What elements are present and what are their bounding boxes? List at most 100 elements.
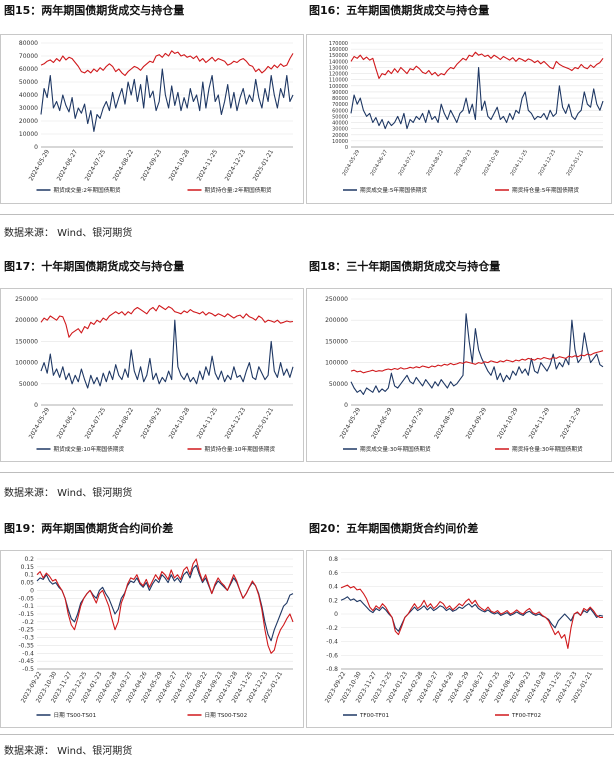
c15-ytick-label-6: 60000 (19, 66, 38, 73)
c15-xtick-label-4: 2024-09-23 (140, 148, 164, 182)
c19-ytick-label-9: -0.05 (18, 595, 34, 602)
chart19-panel: -0.5 -0.45 -0.4 -0.35 -0.3 -0.25 -0.2 -0.15 -0.1… (0, 550, 304, 728)
chart17-title: 图17：十年期国债期货成交与持仓量 (4, 260, 185, 273)
c17-xtick-label-6: 2024-11-25 (196, 406, 220, 440)
divider-3 (0, 734, 614, 735)
c16-legend-label-1: 期货持仓量:5年期国债期货 (512, 186, 579, 194)
c18-ytick-label-0: 0 (344, 402, 348, 409)
c16-ytick-label-11: 110000 (329, 78, 348, 84)
c15-ytick-label-0: 0 (34, 144, 38, 151)
c16-series-line-0 (350, 66, 604, 130)
c19-ytick-label-5: -0.25 (18, 627, 34, 634)
c19-ytick-label-11: 0.05 (21, 580, 35, 587)
c20-ytick-label-1: -0.6 (326, 652, 338, 659)
c18-xtick-label-6: 2024-11-29 (528, 406, 552, 440)
c19-ytick-label-3: -0.35 (18, 642, 34, 649)
chart16-panel: 0 10000 20000 30000 40000 50000 60000 70000 8000… (306, 34, 612, 204)
c20-series-line-0 (340, 596, 604, 632)
chart19-title: 图19：两年期国债期货合约间价差 (4, 522, 174, 535)
c17-xtick-label-3: 2024-08-22 (112, 406, 136, 440)
c19-ytick-label-13: 0.15 (21, 564, 35, 571)
c20-legend-label-1: TF00-TF02 (511, 713, 541, 719)
c16-ytick-label-2: 20000 (332, 133, 348, 139)
c16-legend-label-0: 期货成交量:5年期国债期货 (360, 186, 427, 194)
chart16-svg: 0100002000030000400005000060000700008000… (329, 41, 604, 194)
c20-ytick-label-4: 0 (334, 611, 338, 618)
c17-ytick-label-3: 150000 (15, 338, 38, 345)
c17-ytick-label-5: 250000 (15, 296, 38, 303)
c16-ytick-label-16: 160000 (329, 47, 348, 53)
c17-legend-label-1: 期货持仓量:10年期国债期货 (205, 445, 276, 453)
c20-ytick-label-8: 0.8 (328, 556, 338, 563)
c19-series-line-1 (36, 558, 294, 654)
c16-ytick-label-9: 90000 (332, 90, 348, 96)
c16-xtick-label-4: 2024-09-23 (453, 149, 473, 177)
c19-ytick-label-2: -0.4 (22, 650, 34, 657)
c19-ytick-label-6: -0.2 (22, 619, 34, 626)
chart15-svg: 0 10000 20000 30000 40000 50000 60000 70000 8000… (19, 40, 294, 194)
c19-series-line-0 (36, 564, 294, 642)
c15-legend-label-0: 期货成交量:2年期国债期货 (54, 186, 121, 194)
c17-xtick-label-1: 2024-06-27 (56, 406, 80, 440)
c18-xtick-label-5: 2024-10-29 (496, 406, 520, 440)
c18-xtick-label-1: 2024-06-29 (370, 406, 394, 440)
c19-ytick-label-7: -0.15 (18, 611, 34, 618)
c16-ytick-label-4: 40000 (332, 121, 348, 127)
c16-xtick-label-0: 2024-05-29 (341, 149, 361, 177)
c18-ytick-label-1: 50000 (329, 381, 348, 388)
c16-ytick-label-0: 0 (345, 145, 348, 151)
c19-ytick-label-10: 0 (30, 587, 34, 594)
chart17-svg: 0 50000 100000 150000 200000 250000 2024-05-29… (15, 296, 294, 453)
c15-xtick-label-1: 2024-06-27 (56, 148, 80, 182)
c19-ytick-label-1: -0.45 (18, 658, 34, 665)
c18-xtick-label-4: 2024-09-29 (465, 406, 489, 440)
c19-ytick-label-8: -0.1 (22, 603, 34, 610)
c16-ytick-label-10: 100000 (329, 84, 348, 90)
c17-series-line-1 (40, 304, 294, 338)
c17-series-line-0 (40, 319, 294, 389)
c15-ytick-label-7: 70000 (19, 53, 38, 60)
c17-ytick-label-2: 100000 (15, 360, 38, 367)
c15-xtick-label-6: 2024-11-25 (196, 148, 220, 182)
c16-xtick-label-3: 2024-08-22 (425, 149, 445, 177)
c18-series-line-1 (350, 350, 604, 374)
c16-xtick-label-1: 2024-06-27 (369, 149, 389, 177)
c17-xtick-label-0: 2024-05-29 (28, 406, 52, 440)
c15-xtick-label-2: 2024-07-25 (84, 148, 108, 182)
c19-ytick-label-4: -0.3 (22, 635, 34, 642)
chart18-panel: 0 50000 100000 150000 200000 250000 2024-05-29… (306, 288, 612, 462)
c16-ytick-label-8: 80000 (332, 96, 348, 102)
c20-ytick-label-5: 0.2 (328, 597, 338, 604)
c16-xtick-label-8: 2025-01-21 (565, 149, 585, 177)
c16-ytick-label-14: 140000 (329, 59, 348, 65)
c19-ytick-label-12: 0.1 (24, 572, 34, 579)
c15-xtick-label-5: 2024-10-28 (168, 148, 192, 182)
c15-legend-label-1: 期货持仓量:2年期国债期货 (205, 186, 272, 194)
c16-ytick-label-7: 70000 (332, 102, 348, 108)
c15-xtick-label-3: 2024-08-22 (112, 148, 136, 182)
c17-ytick-label-4: 200000 (15, 317, 38, 324)
c19-legend-label-1: 日期 TS00-TS02 (205, 712, 248, 719)
source-note-2: 数据来源： Wind、银河期货 (4, 488, 133, 499)
c19-ytick-label-0: -0.5 (22, 666, 34, 673)
source-note-3: 数据来源： Wind、银河期货 (4, 746, 133, 757)
c20-series-line-1 (340, 584, 603, 649)
c15-series-line-1 (40, 50, 294, 77)
c16-ytick-label-6: 60000 (332, 108, 348, 114)
c18-xtick-label-3: 2024-08-29 (433, 406, 457, 440)
divider-1 (0, 214, 614, 215)
c17-xtick-label-4: 2024-09-23 (140, 406, 164, 440)
c15-xtick-label-0: 2024-05-29 (28, 148, 52, 182)
c18-legend-label-0: 期货成交量:30年期国债期货 (360, 445, 431, 453)
c20-ytick-label-3: -0.2 (326, 625, 338, 632)
c18-ytick-label-2: 100000 (325, 360, 348, 367)
c16-xtick-label-7: 2024-12-23 (537, 149, 557, 177)
chart18-title: 图18：三十年期国债期货成交与持仓量 (309, 260, 501, 273)
c16-xtick-label-5: 2024-10-28 (481, 149, 501, 177)
c17-xtick-label-7: 2024-12-23 (224, 406, 248, 440)
c16-ytick-label-17: 170000 (329, 41, 348, 47)
c16-series-line-1 (350, 51, 604, 80)
c18-legend-label-1: 期货持仓量:30年期国债期货 (512, 445, 583, 453)
c18-ytick-label-3: 150000 (325, 338, 348, 345)
c20-ytick-label-7: 0.6 (328, 570, 338, 577)
